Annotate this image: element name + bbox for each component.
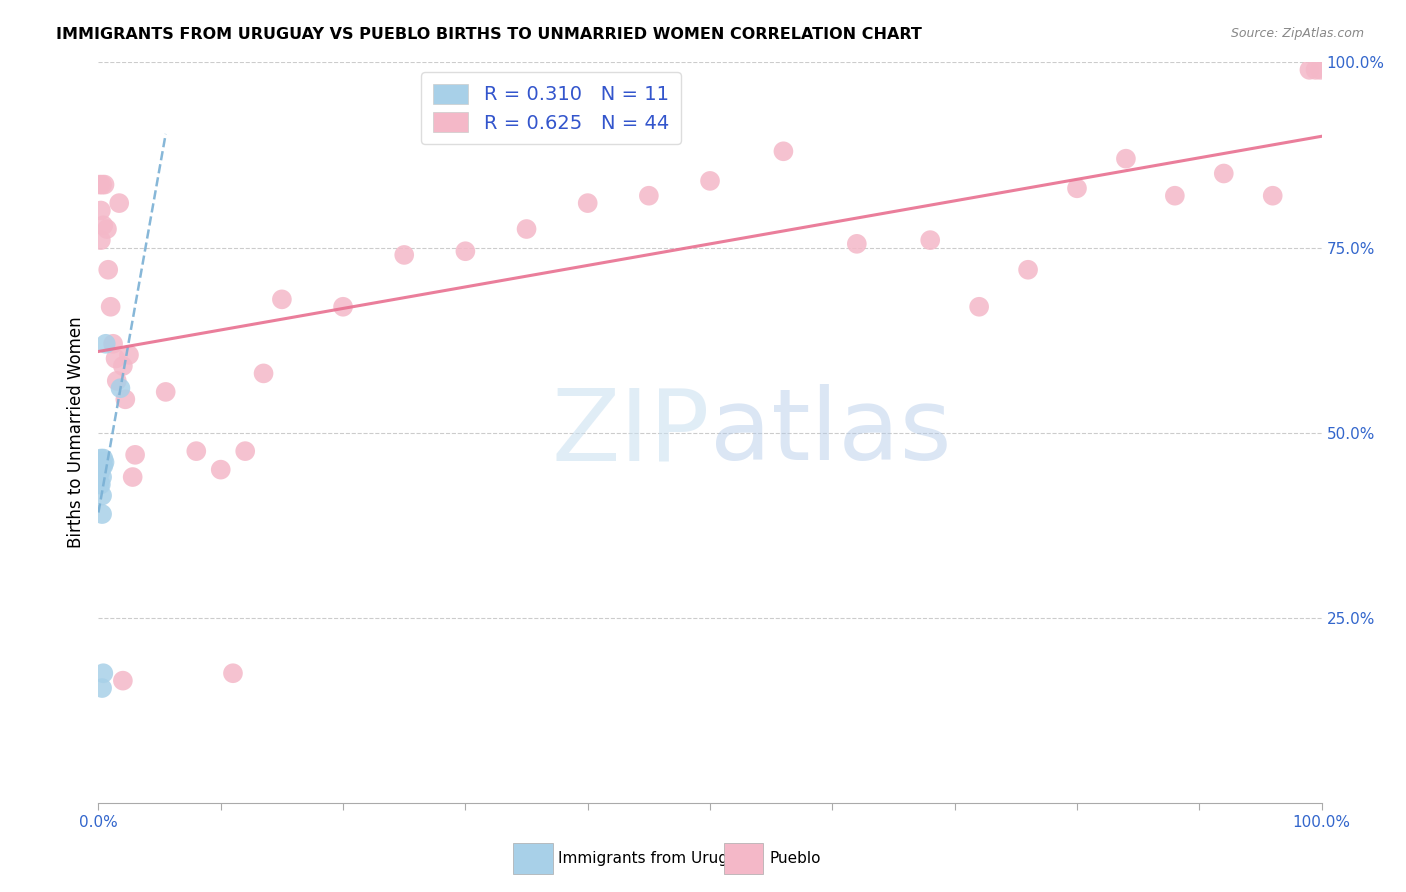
Point — [118, 348, 141, 362]
Point — [920, 233, 942, 247]
Point — [111, 673, 134, 688]
Point — [332, 300, 354, 314]
Point — [699, 174, 721, 188]
Point — [91, 666, 114, 681]
Point — [90, 203, 112, 218]
Point — [114, 392, 136, 407]
Point — [105, 374, 128, 388]
Point — [90, 477, 112, 491]
Point — [89, 455, 111, 469]
Point — [91, 178, 114, 192]
Text: Pueblo: Pueblo — [769, 852, 821, 866]
Point — [108, 196, 131, 211]
Text: IMMIGRANTS FROM URUGUAY VS PUEBLO BIRTHS TO UNMARRIED WOMEN CORRELATION CHART: IMMIGRANTS FROM URUGUAY VS PUEBLO BIRTHS… — [56, 27, 922, 42]
Point — [93, 178, 115, 192]
Text: atlas: atlas — [710, 384, 952, 481]
Point — [94, 336, 117, 351]
Point — [91, 219, 114, 233]
Point — [91, 507, 114, 521]
Point — [270, 293, 294, 307]
Point — [97, 262, 120, 277]
Point — [845, 236, 868, 251]
Point — [515, 222, 537, 236]
Point — [93, 455, 115, 469]
Point — [1017, 262, 1039, 277]
Point — [90, 462, 112, 476]
Point — [91, 458, 114, 473]
Point — [90, 451, 112, 466]
Point — [967, 300, 990, 314]
Point — [1305, 62, 1327, 77]
Point — [101, 336, 124, 351]
Point — [1212, 166, 1234, 180]
Point — [392, 248, 416, 262]
Text: Source: ZipAtlas.com: Source: ZipAtlas.com — [1230, 27, 1364, 40]
Point — [1066, 181, 1088, 195]
Point — [637, 188, 661, 202]
Point — [121, 470, 143, 484]
Point — [252, 367, 274, 381]
Point — [576, 196, 599, 211]
Point — [91, 489, 114, 503]
Y-axis label: Births to Unmarried Women: Births to Unmarried Women — [66, 317, 84, 549]
Text: Immigrants from Uruguay: Immigrants from Uruguay — [558, 852, 756, 866]
Point — [110, 381, 132, 395]
Point — [233, 444, 256, 458]
Point — [100, 300, 122, 314]
Point — [186, 444, 208, 458]
Text: ZIP: ZIP — [551, 384, 710, 481]
Point — [91, 681, 114, 695]
Point — [1309, 62, 1331, 77]
Point — [155, 384, 177, 399]
Point — [96, 222, 118, 236]
Point — [222, 666, 245, 681]
Point — [454, 244, 477, 259]
Point — [91, 458, 114, 473]
Point — [89, 477, 111, 491]
Point — [91, 470, 114, 484]
Point — [91, 451, 114, 466]
Point — [89, 178, 111, 192]
Point — [89, 467, 111, 481]
Point — [1164, 188, 1187, 202]
Legend: R = 0.310   N = 11, R = 0.625   N = 44: R = 0.310 N = 11, R = 0.625 N = 44 — [422, 72, 681, 145]
Point — [1261, 188, 1284, 202]
Point — [111, 359, 134, 373]
Point — [90, 233, 112, 247]
Point — [772, 145, 794, 159]
Point — [1298, 62, 1320, 77]
Point — [209, 462, 232, 476]
Point — [1115, 152, 1137, 166]
Point — [124, 448, 146, 462]
Point — [104, 351, 127, 366]
